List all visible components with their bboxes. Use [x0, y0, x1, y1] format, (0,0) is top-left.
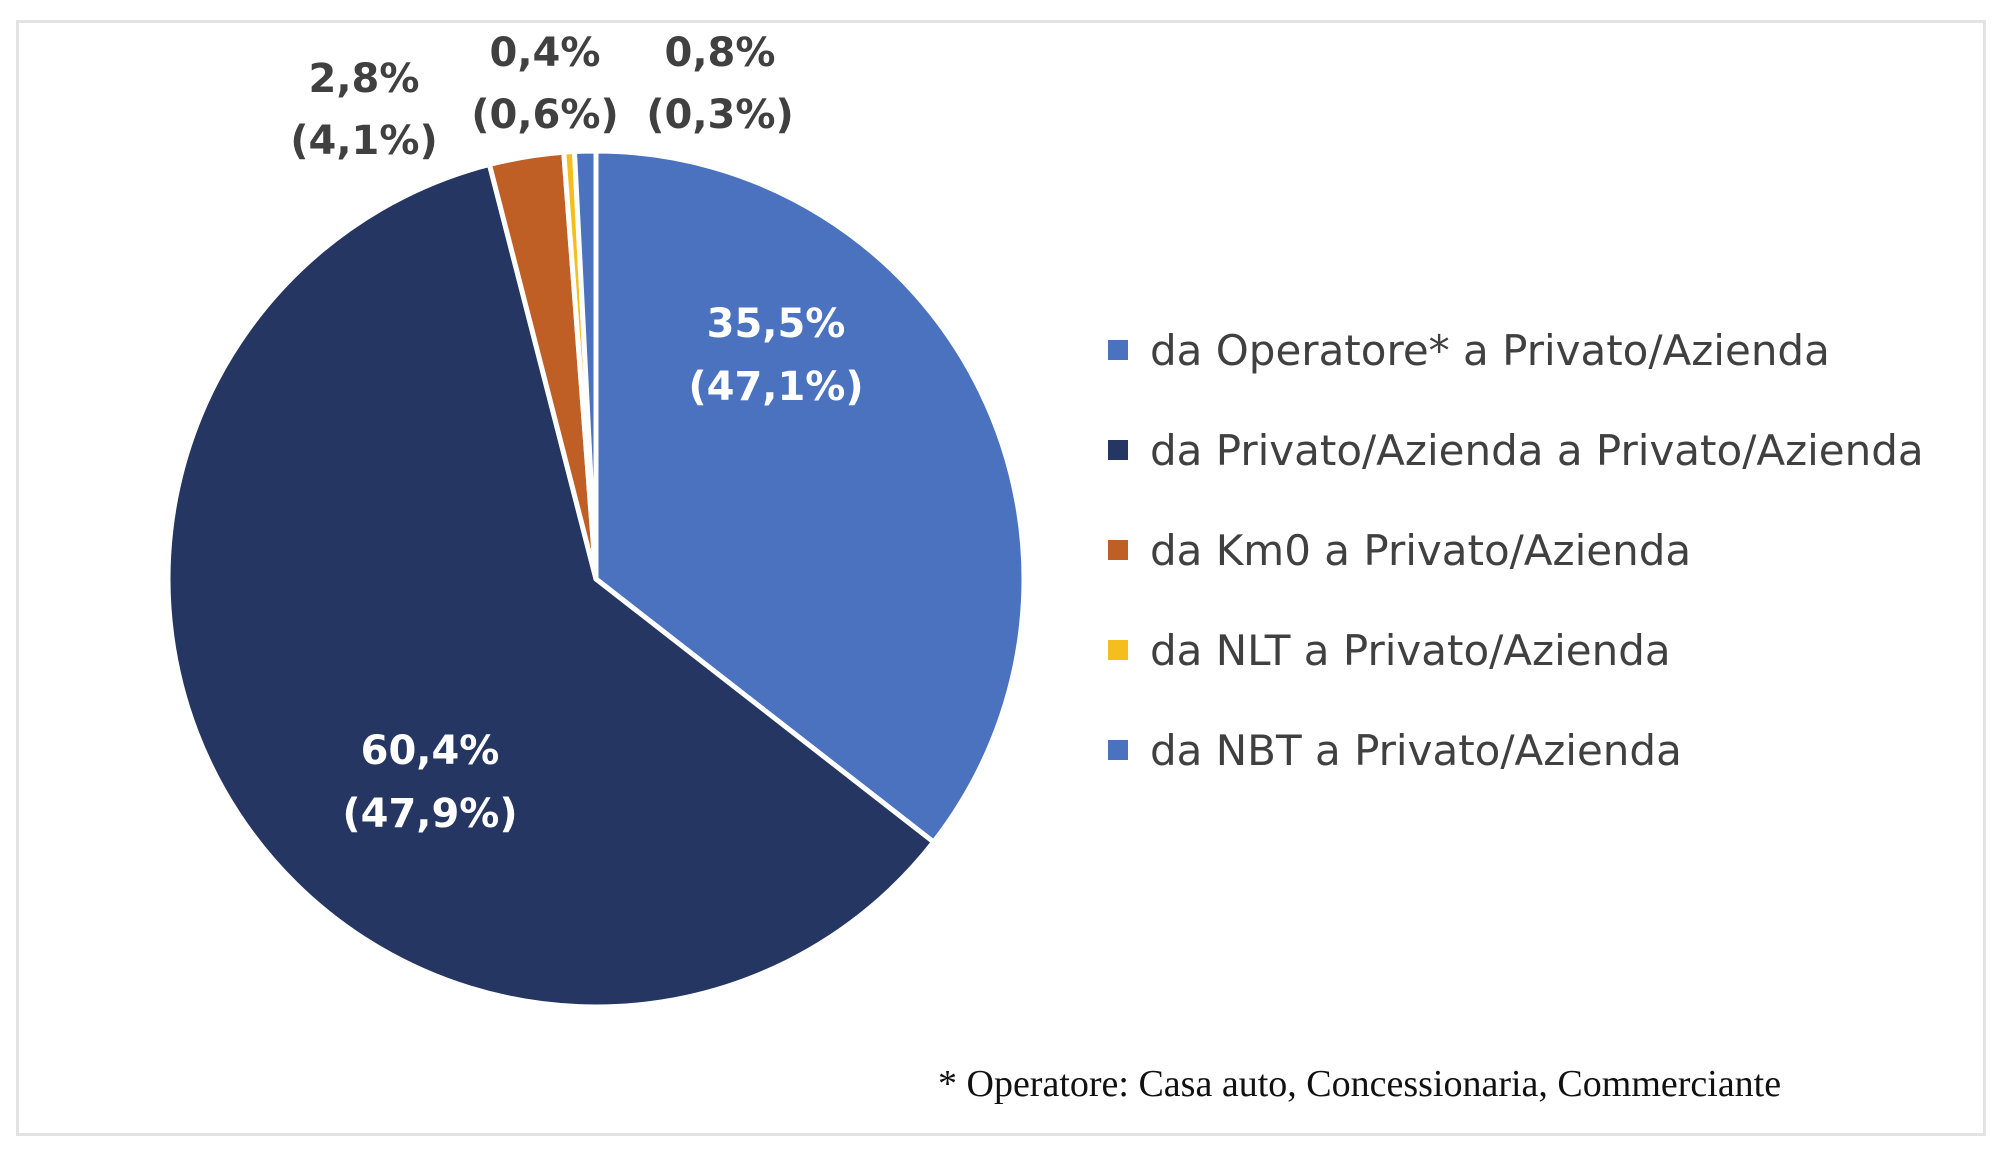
footnote: * Operatore: Casa auto, Concessionaria, …	[938, 1063, 1782, 1105]
legend-swatch	[1108, 440, 1128, 460]
legend-label: da Km0 a Privato/Azienda	[1150, 525, 1692, 575]
pie-slices	[165, 148, 1027, 1010]
legend-swatch	[1108, 340, 1128, 360]
legend-item-privato: da Privato/Azienda a Privato/Azienda	[1108, 400, 1924, 500]
legend-item-km0: da Km0 a Privato/Azienda	[1108, 500, 1924, 600]
pie-slice-nbt	[571, 148, 599, 582]
legend-label: da Privato/Azienda a Privato/Azienda	[1150, 425, 1924, 475]
legend-swatch	[1108, 540, 1128, 560]
legend: da Operatore* a Privato/Azienda da Priva…	[1108, 300, 1924, 800]
legend-label: da Operatore* a Privato/Azienda	[1150, 325, 1830, 375]
pie-slice-privato	[165, 161, 937, 1010]
legend-item-nlt: da NLT a Privato/Azienda	[1108, 600, 1924, 700]
data-label-operatore: 35,5% (47,1%)	[688, 301, 863, 410]
legend-label: da NBT a Privato/Azienda	[1150, 725, 1682, 775]
data-label-km0: 2,8% (4,1%)	[290, 56, 438, 164]
legend-label: da NLT a Privato/Azienda	[1150, 625, 1671, 675]
legend-swatch	[1108, 740, 1128, 760]
legend-item-operatore: da Operatore* a Privato/Azienda	[1108, 300, 1924, 400]
data-label-privato: 60,4% (47,9%)	[342, 728, 517, 837]
pie-data-labels: 35,5% (47,1%) 60,4% (47,9%) 2,8% (4,1%) 0,4% (0…	[290, 30, 863, 837]
pie-slice-operatore	[593, 148, 1027, 845]
data-label-nbt: 0,8% (0,3%)	[646, 30, 794, 138]
data-label-nlt: 0,4% (0,6%)	[471, 30, 619, 138]
legend-swatch	[1108, 640, 1128, 660]
legend-item-nbt: da NBT a Privato/Azienda	[1108, 700, 1924, 800]
